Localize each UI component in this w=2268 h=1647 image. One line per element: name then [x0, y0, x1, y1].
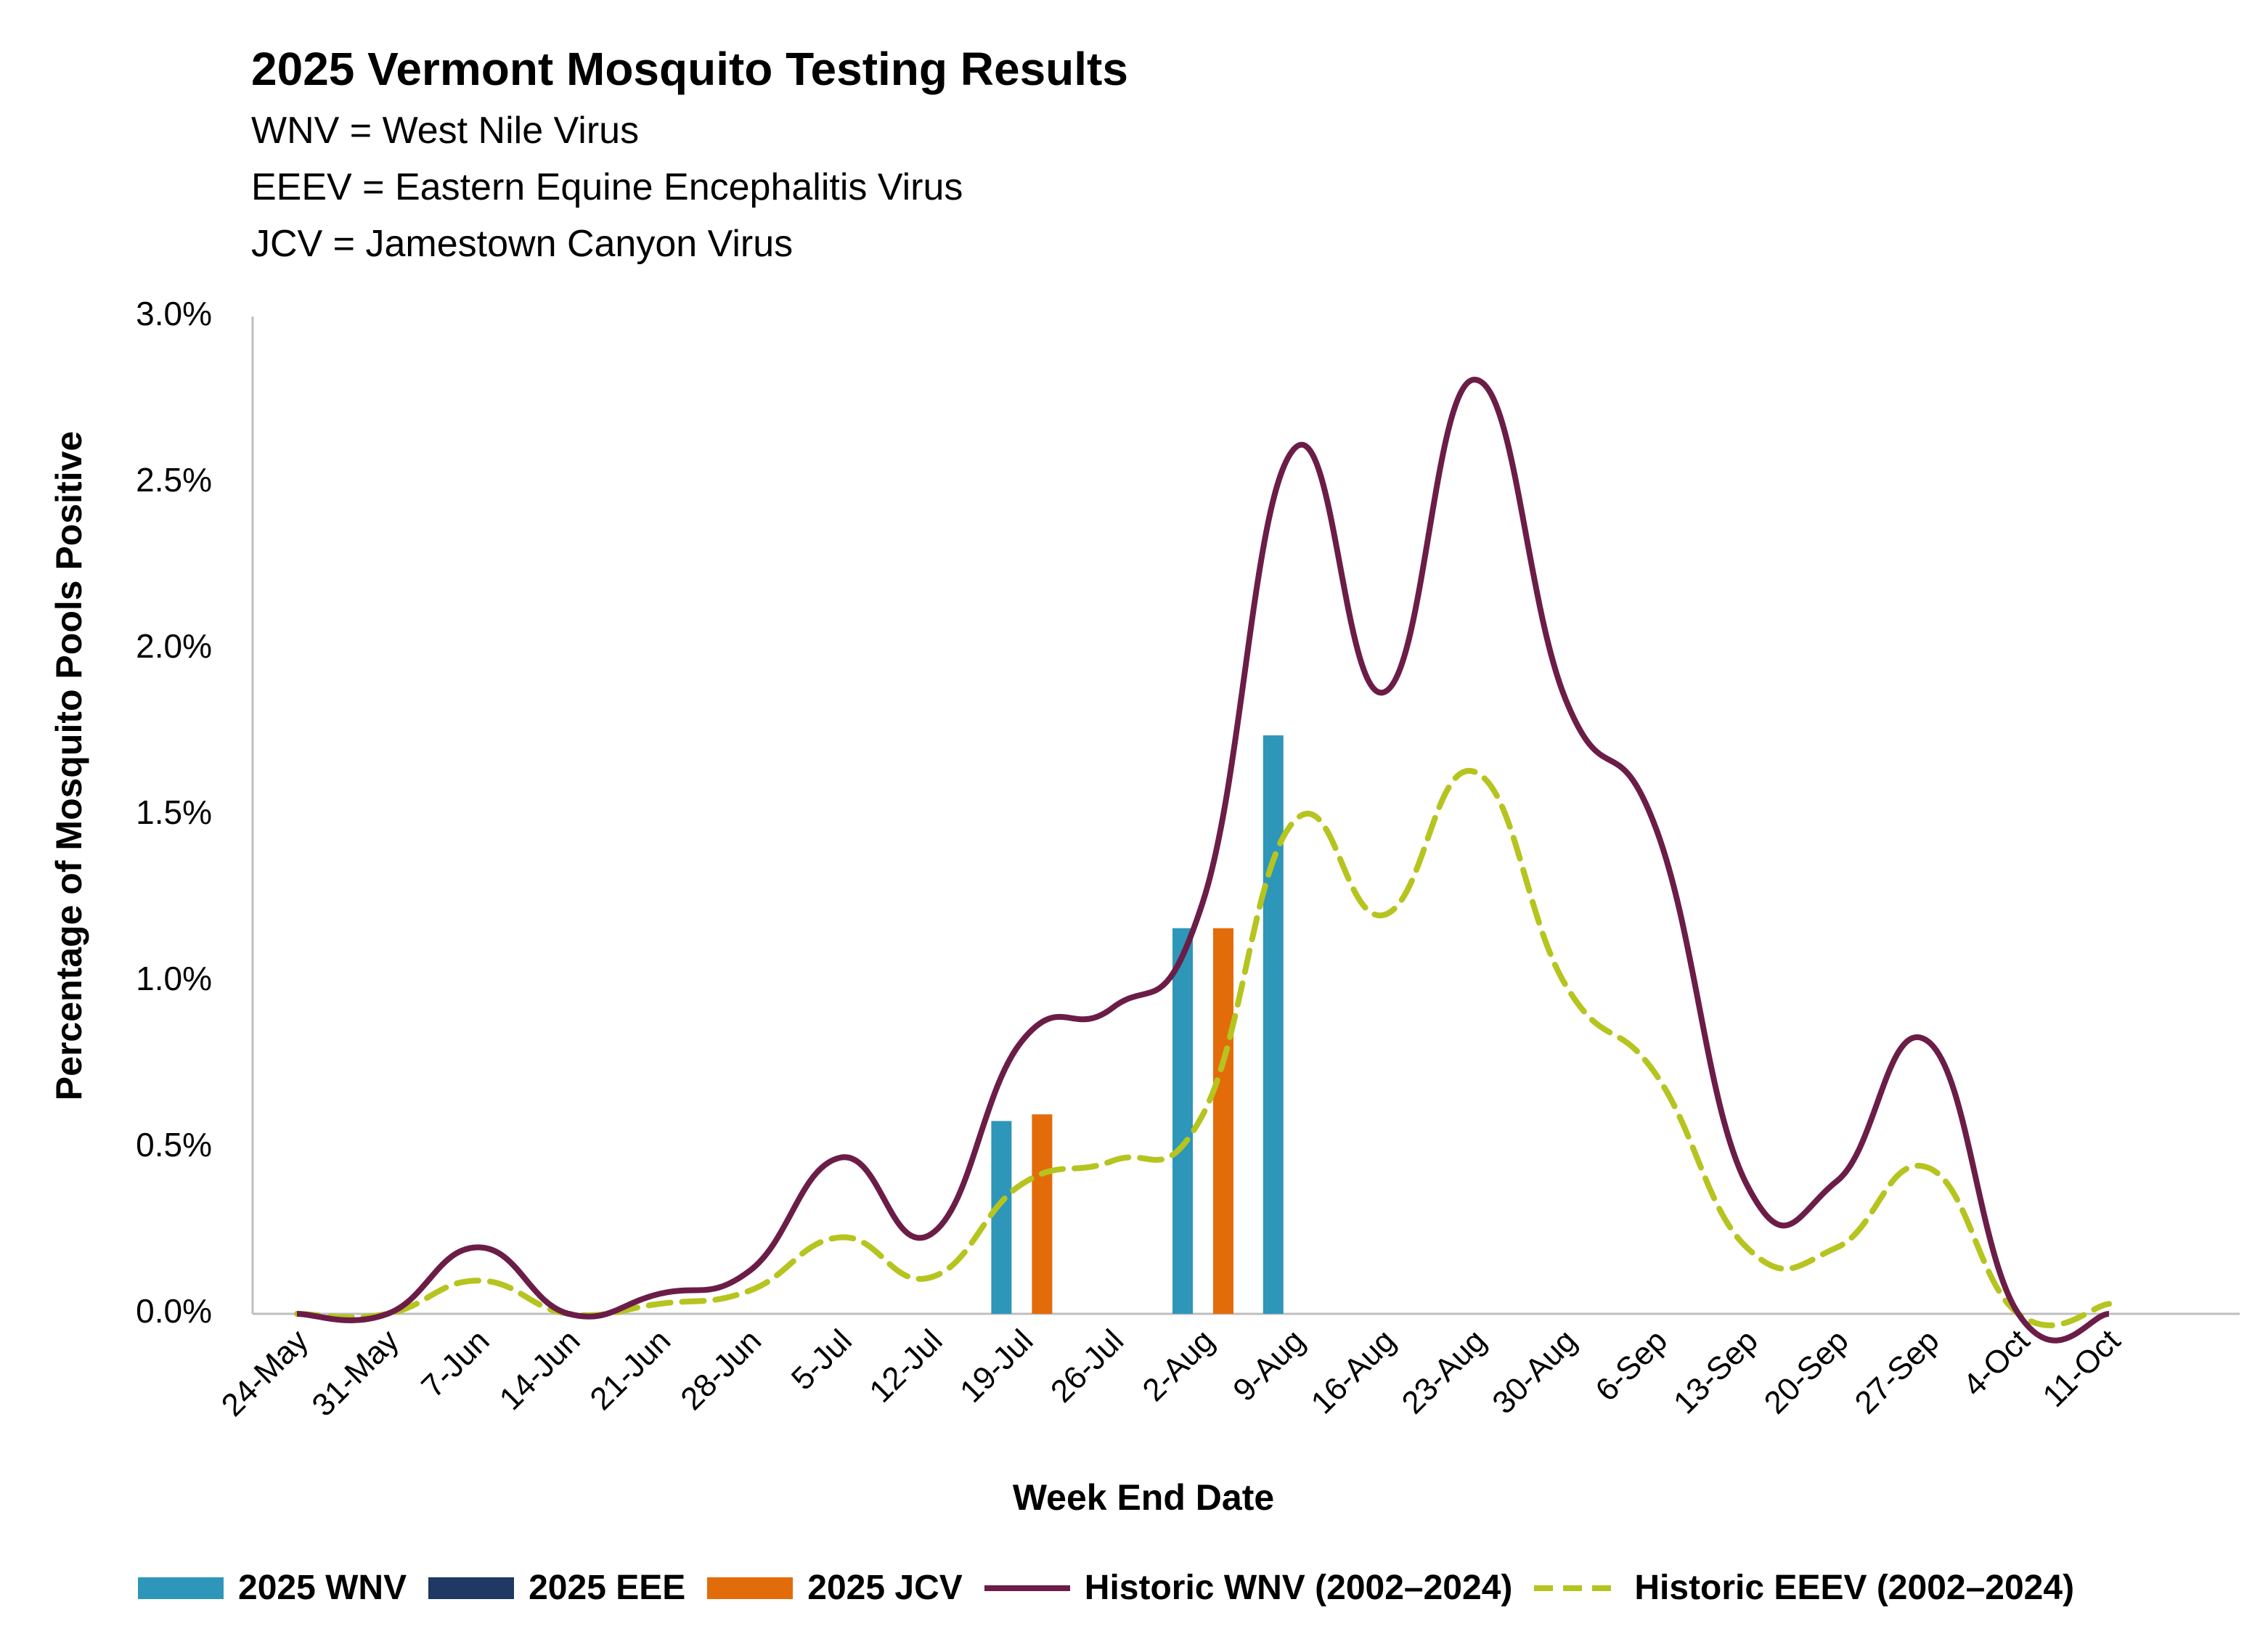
x-tick-label: 21-Jun	[583, 1323, 677, 1417]
legend: 2025 WNV 2025 EEE 2025 JCV Historic WNV …	[138, 1568, 2096, 1608]
legend-line-hist-wnv	[984, 1585, 1070, 1591]
bar-wnv-2025	[1263, 735, 1284, 1314]
x-tick-label: 23-Aug	[1395, 1323, 1493, 1421]
subtitle-eeev: EEEV = Eastern Equine Encephalitis Virus	[251, 166, 963, 208]
legend-item-hist-wnv: Historic WNV (2002–2024)	[984, 1568, 1513, 1608]
legend-line-hist-eeev	[1534, 1585, 1620, 1591]
legend-label-wnv2025: 2025 WNV	[238, 1569, 407, 1607]
legend-item-hist-eeev: Historic EEEV (2002–2024)	[1534, 1568, 2074, 1608]
legend-item-jcv2025: 2025 JCV	[707, 1568, 963, 1608]
x-tick-label: 5-Jul	[785, 1323, 859, 1397]
y-tick-label: 2.5%	[136, 461, 212, 499]
x-tick-label: 6-Sep	[1588, 1323, 1674, 1408]
bar-jcv-2025	[1032, 1114, 1053, 1314]
x-tick-label: 9-Aug	[1226, 1323, 1312, 1408]
x-tick-label: 20-Sep	[1758, 1323, 1856, 1421]
x-tick-label: 24-May	[215, 1323, 315, 1423]
bar-wnv-2025	[991, 1121, 1012, 1314]
line-historic-eeev	[294, 767, 2112, 1328]
chart-title: 2025 Vermont Mosquito Testing Results	[251, 43, 1128, 95]
x-tick-label: 30-Aug	[1485, 1323, 1583, 1421]
x-tick-label: 26-Jul	[1044, 1323, 1130, 1409]
subtitle-jcv: JCV = Jamestown Canyon Virus	[251, 223, 794, 265]
y-tick-label: 2.0%	[136, 627, 212, 665]
x-tick-label: 2-Aug	[1135, 1323, 1221, 1408]
legend-swatch-wnv2025	[138, 1577, 224, 1599]
x-tick-label: 28-Jun	[674, 1323, 768, 1417]
legend-label-hist-wnv: Historic WNV (2002–2024)	[1084, 1569, 1513, 1607]
legend-label-eee2025: 2025 EEE	[529, 1569, 686, 1607]
x-tick-label: 11-Oct	[2036, 1323, 2127, 1414]
line-historic-wnv	[296, 377, 2110, 1344]
y-tick-label: 1.0%	[136, 960, 212, 997]
x-tick-label: 27-Sep	[1848, 1323, 1946, 1421]
legend-item-wnv2025: 2025 WNV	[138, 1568, 407, 1608]
y-tick-label: 1.5%	[136, 793, 212, 831]
y-tick-label: 3.0%	[136, 295, 212, 332]
x-tick-label: 19-Jul	[953, 1323, 1040, 1409]
plot-area: 0.0% 0.5% 1.0% 1.5% 2.0% 2.5% 3.0% 24-May31-May…	[136, 295, 2240, 1423]
legend-label-hist-eeev: Historic EEEV (2002–2024)	[1634, 1569, 2075, 1607]
legend-swatch-eee2025	[428, 1577, 515, 1599]
y-axis-title: Percentage of Mosquito Pools Positive	[49, 431, 89, 1100]
bar-jcv-2025	[1213, 928, 1233, 1314]
subtitle-wnv: WNV = West Nile Virus	[251, 110, 640, 152]
legend-item-eee2025: 2025 EEE	[428, 1568, 685, 1608]
y-tick-label: 0.0%	[136, 1292, 212, 1330]
x-tick-label: 4-Oct	[1957, 1323, 2037, 1403]
y-tick-label: 0.5%	[136, 1126, 212, 1164]
x-tick-label: 16-Aug	[1305, 1323, 1403, 1421]
x-tick-label: 13-Sep	[1667, 1323, 1765, 1421]
x-tick-label: 12-Jul	[862, 1323, 949, 1409]
bar-wnv-2025	[1172, 928, 1193, 1314]
x-tick-label: 14-Jun	[493, 1323, 587, 1417]
legend-label-jcv2025: 2025 JCV	[807, 1569, 963, 1607]
x-axis-title: Week End Date	[1013, 1477, 1274, 1518]
legend-swatch-jcv2025	[707, 1577, 794, 1599]
x-tick-label: 31-May	[305, 1323, 405, 1423]
x-tick-label: 7-Jun	[415, 1323, 496, 1404]
